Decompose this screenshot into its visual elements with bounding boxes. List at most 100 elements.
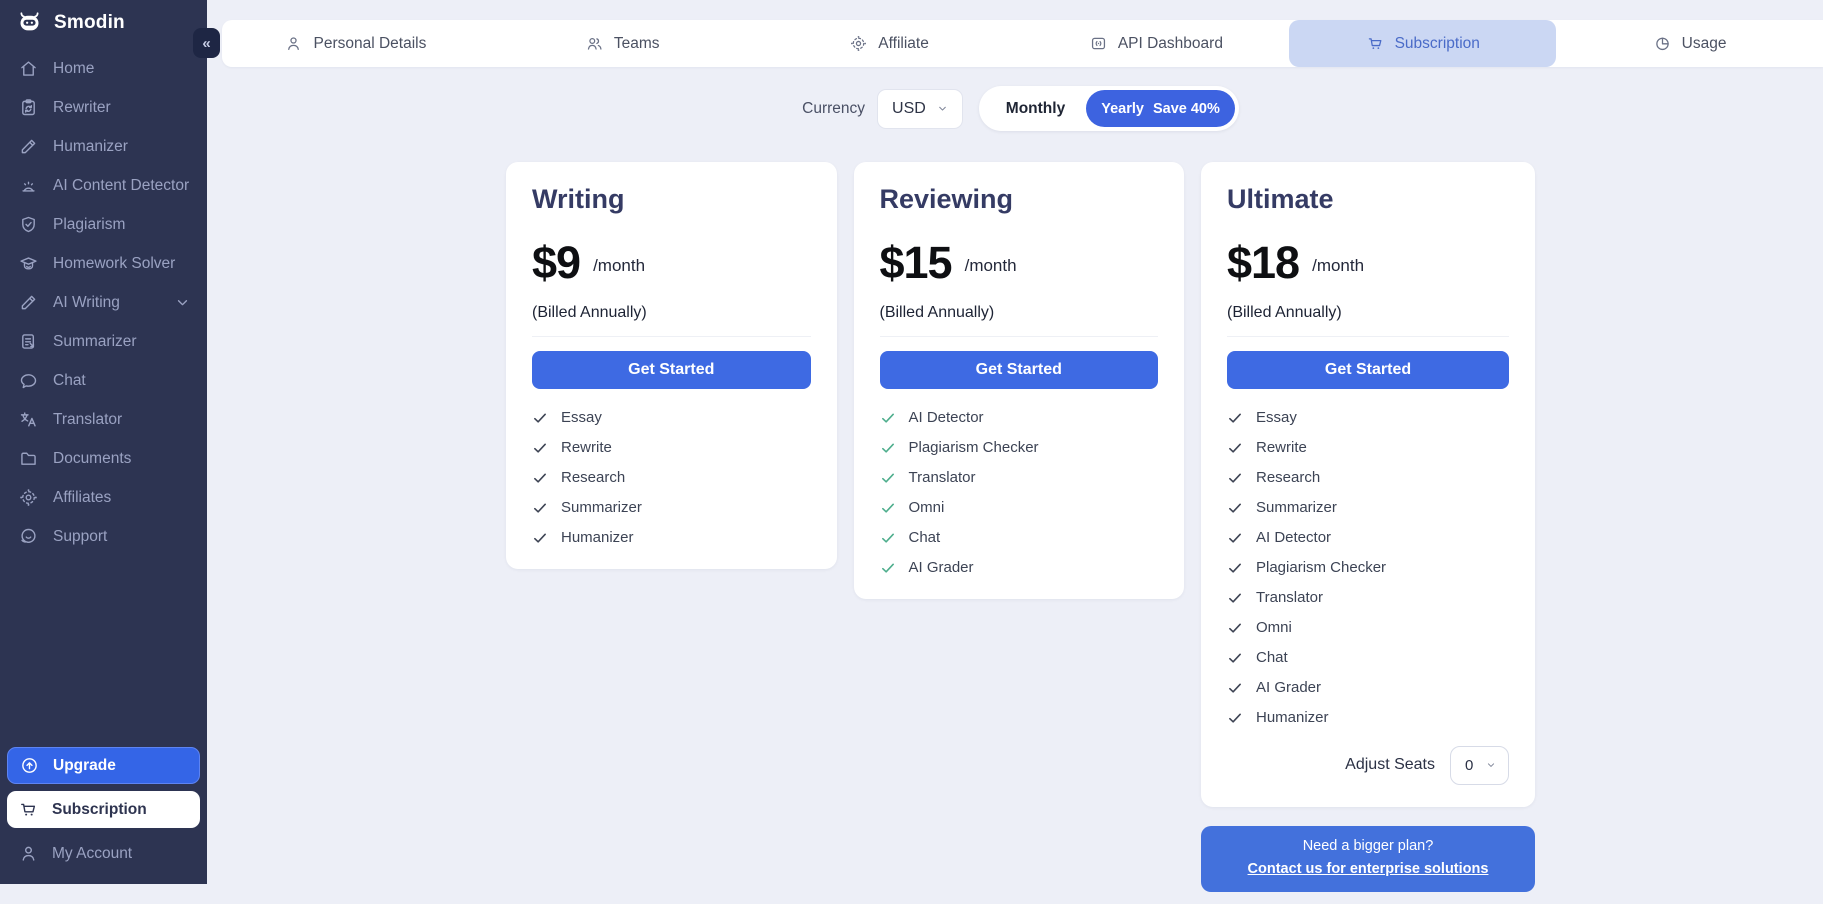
upgrade-button[interactable]: Upgrade xyxy=(7,747,200,784)
feature-label: Research xyxy=(561,470,625,487)
price-row: $15 /month xyxy=(880,240,1159,285)
check-icon xyxy=(1227,560,1243,576)
shield-check-icon xyxy=(18,214,39,235)
sidebar-item-label: Humanizer xyxy=(53,138,128,156)
sidebar-item-label: AI Content Detector xyxy=(53,177,189,195)
price-row: $18 /month xyxy=(1227,240,1509,285)
tab-affiliate[interactable]: Affiliate xyxy=(756,20,1023,67)
adjust-seats-select[interactable]: 0 xyxy=(1450,746,1509,785)
tab-label: Personal Details xyxy=(313,35,426,53)
plan-price: $9 xyxy=(532,240,580,285)
sidebar-item-chat[interactable]: Chat xyxy=(0,361,207,400)
tab-subscription[interactable]: Subscription xyxy=(1289,20,1556,67)
sidebar-item-label: Homework Solver xyxy=(53,255,175,273)
check-icon xyxy=(880,500,896,516)
feature-item: Essay xyxy=(1227,410,1509,427)
sidebar-item-label: Summarizer xyxy=(53,333,137,351)
sidebar-item-home[interactable]: Home xyxy=(0,49,207,88)
currency-select[interactable]: USD xyxy=(877,89,963,129)
sidebar-item-label: Rewriter xyxy=(53,99,111,117)
sidebar-item-support[interactable]: Support xyxy=(0,517,207,556)
sidebar-item-my-account[interactable]: My Account xyxy=(7,835,200,872)
feature-item: Research xyxy=(532,470,811,487)
sidebar-item-homework-solver[interactable]: Homework Solver xyxy=(0,244,207,283)
check-icon xyxy=(1227,440,1243,456)
graduation-cap-icon xyxy=(18,253,39,274)
sidebar-item-humanizer[interactable]: Humanizer xyxy=(0,127,207,166)
sidebar-item-label: Support xyxy=(53,528,107,546)
feature-item: Summarizer xyxy=(532,500,811,517)
feature-item: Plagiarism Checker xyxy=(880,440,1159,457)
clipboard-sync-icon xyxy=(18,97,39,118)
sidebar-item-documents[interactable]: Documents xyxy=(0,439,207,478)
feature-label: Chat xyxy=(1256,650,1288,667)
sidebar-item-translator[interactable]: Translator xyxy=(0,400,207,439)
tab-usage[interactable]: Usage xyxy=(1556,20,1823,67)
billing-note: (Billed Annually) xyxy=(532,304,811,322)
chevron-down-icon xyxy=(172,292,193,313)
get-started-button[interactable]: Get Started xyxy=(532,351,811,389)
brand-logo[interactable]: Smodin xyxy=(0,0,207,41)
tab-teams[interactable]: Teams xyxy=(489,20,756,67)
check-icon xyxy=(880,410,896,426)
feature-label: AI Detector xyxy=(909,410,984,427)
feature-label: Omni xyxy=(1256,620,1292,637)
sidebar-item-rewriter[interactable]: Rewriter xyxy=(0,88,207,127)
sidebar-item-ai-content-detector[interactable]: AI Content Detector xyxy=(0,166,207,205)
divider xyxy=(880,336,1159,337)
brand-name: Smodin xyxy=(54,12,125,34)
sidebar-item-summarizer[interactable]: Summarizer xyxy=(0,322,207,361)
feature-label: Plagiarism Checker xyxy=(1256,560,1386,577)
sidebar-item-affiliates[interactable]: Affiliates xyxy=(0,478,207,517)
tab-personal-details[interactable]: Personal Details xyxy=(222,20,489,67)
yearly-toggle-option[interactable]: Yearly Save 40% xyxy=(1086,90,1235,127)
feature-label: AI Detector xyxy=(1256,530,1331,547)
plan-title: Ultimate xyxy=(1227,186,1509,213)
get-started-button[interactable]: Get Started xyxy=(1227,351,1509,389)
feature-item: Rewrite xyxy=(532,440,811,457)
user-icon xyxy=(284,34,303,53)
sidebar-collapse-button[interactable]: « xyxy=(193,28,220,58)
feature-label: Research xyxy=(1256,470,1320,487)
plan-period: /month xyxy=(593,250,645,276)
feature-label: AI Grader xyxy=(909,560,974,577)
feature-item: AI Grader xyxy=(880,560,1159,577)
sidebar-item-label: Chat xyxy=(53,372,86,390)
account-tab-bar: Personal Details Teams Affiliate API Das… xyxy=(222,20,1823,67)
check-icon xyxy=(532,500,548,516)
sidebar-item-ai-writing[interactable]: AI Writing xyxy=(0,283,207,322)
feature-item: AI Detector xyxy=(880,410,1159,427)
double-chevron-left-icon: « xyxy=(202,35,210,52)
sidebar-nav: Home Rewriter Humanizer AI Content Detec… xyxy=(0,41,207,556)
feature-item: Translator xyxy=(880,470,1159,487)
check-icon xyxy=(1227,710,1243,726)
pricing-cards: Writing $9 /month (Billed Annually) Get … xyxy=(506,162,1535,892)
check-icon xyxy=(880,560,896,576)
banner-text: Need a bigger plan? xyxy=(1211,838,1525,854)
sidebar-item-subscription[interactable]: Subscription xyxy=(7,791,200,828)
pricing-controls: Currency USD Monthly Yearly Save 40% xyxy=(506,86,1535,131)
feature-label: Translator xyxy=(909,470,976,487)
tab-api-dashboard[interactable]: API Dashboard xyxy=(1022,20,1289,67)
monthly-toggle-option[interactable]: Monthly xyxy=(985,100,1086,118)
check-icon xyxy=(1227,650,1243,666)
my-account-label: My Account xyxy=(52,845,132,863)
arrow-up-circle-icon xyxy=(19,755,40,776)
check-icon xyxy=(880,440,896,456)
feature-label: Essay xyxy=(561,410,602,427)
check-icon xyxy=(1227,530,1243,546)
cart-icon xyxy=(18,799,39,820)
enterprise-contact-link[interactable]: Contact us for enterprise solutions xyxy=(1248,861,1489,877)
home-icon xyxy=(18,58,39,79)
check-icon xyxy=(1227,470,1243,486)
check-icon xyxy=(532,530,548,546)
sidebar-item-label: Affiliates xyxy=(53,489,111,507)
check-icon xyxy=(532,410,548,426)
get-started-button[interactable]: Get Started xyxy=(880,351,1159,389)
tab-label: Affiliate xyxy=(878,35,929,53)
sidebar-item-label: Documents xyxy=(53,450,131,468)
feature-label: Summarizer xyxy=(1256,500,1337,517)
detector-icon xyxy=(18,175,39,196)
sidebar-item-plagiarism[interactable]: Plagiarism xyxy=(0,205,207,244)
divider xyxy=(532,336,811,337)
